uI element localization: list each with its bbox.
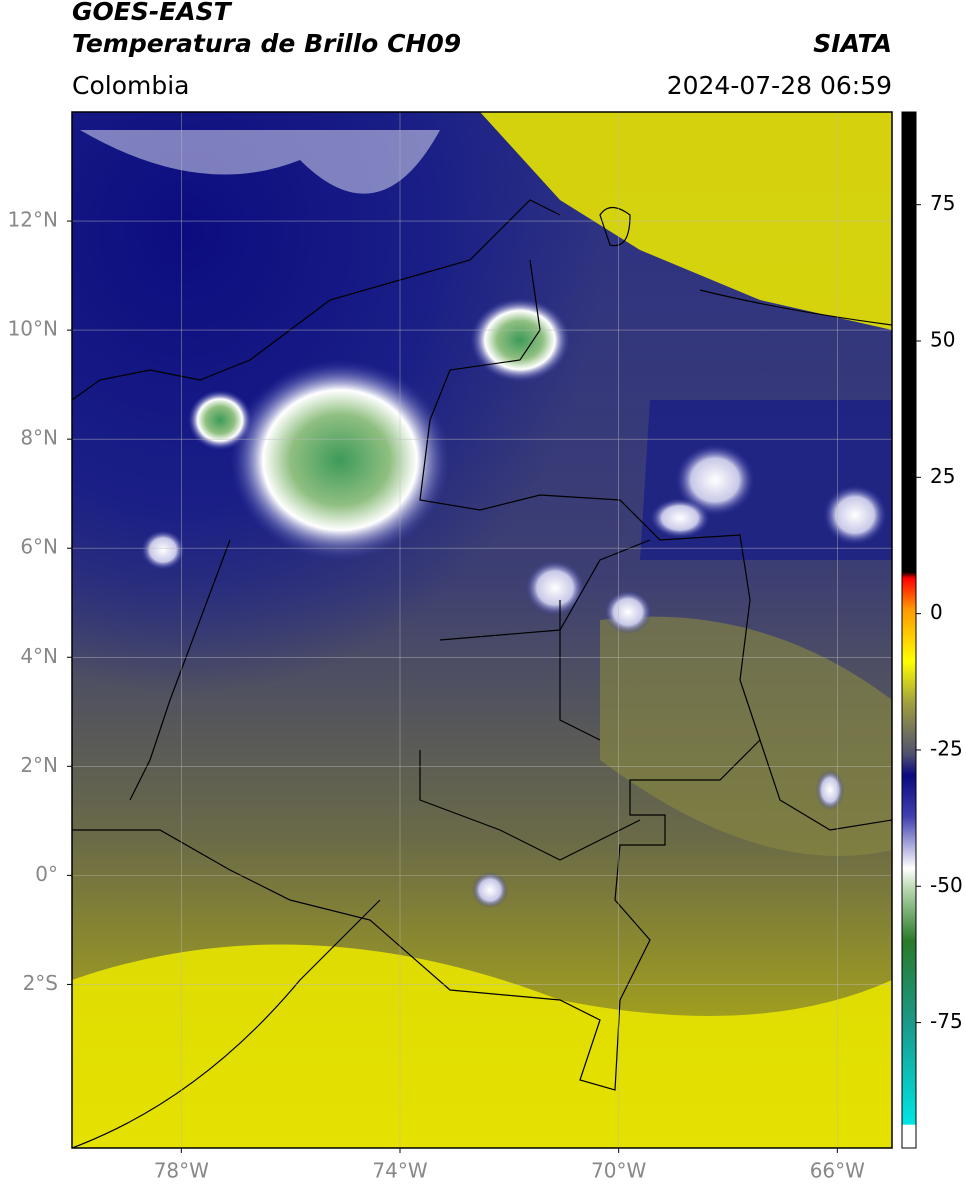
y-tick-label: 12°N xyxy=(8,208,58,232)
x-tick-label: 66°W xyxy=(810,1159,865,1183)
y-tick-label: 2°S xyxy=(23,971,58,995)
title: GOES-EAST xyxy=(72,0,233,26)
source: SIATA xyxy=(813,29,892,58)
colorbar xyxy=(901,111,917,1149)
x-tick-label: 74°W xyxy=(372,1159,427,1183)
y-tick-label: 2°N xyxy=(20,753,58,777)
colorbar-tick-label: 50 xyxy=(930,328,955,352)
y-tick-label: 6°N xyxy=(20,535,58,559)
x-tick-label: 78°W xyxy=(154,1159,209,1183)
colorbar-tick-label: 0 xyxy=(930,600,943,624)
y-tick-label: 4°N xyxy=(20,644,58,668)
x-tick-label: 70°W xyxy=(591,1159,646,1183)
map-frame xyxy=(71,111,893,1149)
region: Colombia xyxy=(72,71,189,100)
y-tick-label: 10°N xyxy=(8,317,58,341)
satellite-image xyxy=(72,112,892,1148)
colorbar-tick-label: -25 xyxy=(930,736,963,760)
grid xyxy=(72,112,892,1148)
colorbar-tick-label: 75 xyxy=(930,191,955,215)
colorbar-tick-label: 25 xyxy=(930,464,955,488)
colorbar-tick-label: -75 xyxy=(930,1009,963,1033)
colorbar-tick-label: -50 xyxy=(930,873,963,897)
subtitle: Temperatura de Brillo CH09 xyxy=(72,29,461,58)
y-tick-label: 0° xyxy=(35,862,58,886)
datetime: 2024-07-28 06:59 xyxy=(667,71,892,100)
y-tick-label: 8°N xyxy=(20,426,58,450)
